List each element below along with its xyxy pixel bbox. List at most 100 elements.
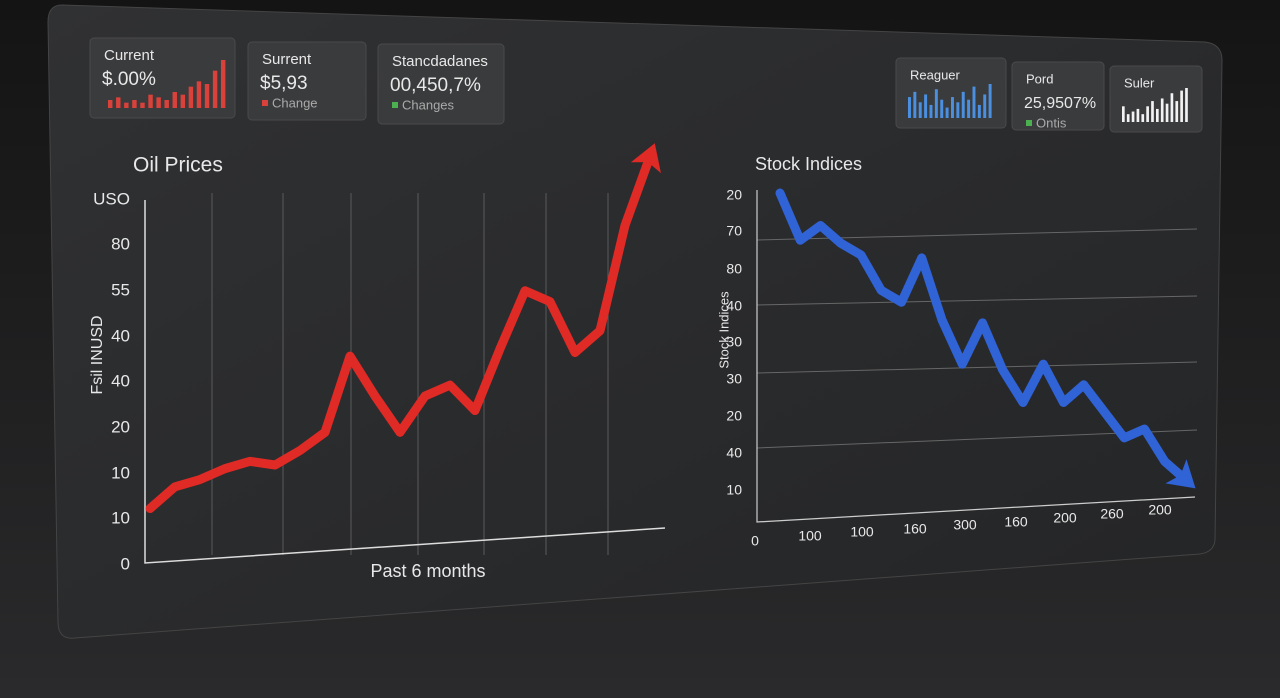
line-series [145, 151, 655, 514]
sparkline-bar [124, 102, 129, 108]
sparkline-bar [977, 104, 981, 118]
sparkline-bar [988, 84, 992, 118]
card-label: Pord [1026, 71, 1053, 86]
card-label: Stancdadanes [392, 53, 488, 70]
y-tick-label: 80 [726, 261, 742, 277]
x-tick-label: 100 [798, 528, 822, 544]
sparkline-bar [1136, 108, 1140, 122]
axis [144, 200, 666, 564]
y-axis-title: Fsil INUSD [89, 315, 106, 394]
sparkline-bar [924, 94, 928, 118]
y-tick-label: 20 [726, 187, 742, 203]
sparkline-bar [180, 94, 186, 108]
sparkline-bar [1151, 101, 1154, 122]
y-tick-label: 40 [726, 445, 742, 461]
sparkline-bar [972, 86, 976, 118]
sparkline-bar [956, 102, 960, 118]
panel [47, 4, 1223, 639]
sparkline-bar [1180, 90, 1183, 122]
sparkline-bar [1156, 108, 1159, 122]
chart-title: Oil Prices [133, 154, 223, 177]
y-tick-label: 30 [726, 334, 742, 350]
sparkline-bar [132, 100, 137, 108]
x-tick-label: 200 [1053, 510, 1077, 526]
card-label: Surrent [262, 51, 312, 68]
y-tick-label: USO [93, 189, 130, 208]
sparkline-bar [1126, 114, 1130, 122]
card-value: $.00% [102, 69, 156, 90]
card-label: Suler [1124, 75, 1155, 90]
sparkline-bar [148, 94, 153, 108]
sparkline-bar [951, 97, 954, 118]
card-value: 25,9507% [1024, 95, 1096, 112]
x-tick-label: 300 [953, 517, 977, 533]
y-tick-label: 55 [111, 280, 130, 299]
sparkline-bar [1146, 106, 1149, 122]
sparkline-bar [212, 70, 218, 108]
arrow-head [1165, 459, 1196, 489]
y-tick-label: 10 [111, 463, 130, 482]
x-axis-title: Past 6 months [370, 561, 485, 581]
card [1011, 61, 1105, 131]
sparkline-bar [929, 104, 933, 118]
y-tick-label: 40 [111, 371, 130, 390]
sparkline-bar [204, 84, 210, 108]
y-tick-label: 30 [726, 371, 742, 387]
x-tick-label: 100 [850, 524, 874, 540]
sparkline-bar [172, 92, 177, 108]
sparkline-bar [913, 91, 917, 118]
axis [756, 190, 1196, 523]
sparkline-bar [116, 97, 121, 108]
sparkline-bar [934, 89, 938, 118]
sparkline-bar [1141, 114, 1145, 122]
sparkline-bar [967, 99, 971, 118]
x-tick-label: 160 [1004, 514, 1028, 530]
sparkline-bar [1131, 111, 1135, 122]
sparkline-bar [945, 107, 949, 118]
x-tick-label: 0 [751, 533, 759, 549]
card-note: Changes [402, 97, 455, 112]
card-note-swatch [262, 100, 268, 106]
sparkline-bar [108, 100, 113, 108]
sparkline-bar [1175, 101, 1179, 122]
sparkline-bar [918, 102, 922, 118]
y-tick-label: 70 [726, 223, 742, 239]
sparkline-bar [940, 99, 944, 118]
grid-line [756, 361, 1198, 374]
sparkline-bar [1122, 106, 1125, 122]
card-value: $5,93 [260, 73, 308, 94]
x-tick-label: 160 [903, 521, 927, 537]
chart-title: Stock Indices [755, 154, 862, 174]
sparkline-bar [188, 86, 194, 108]
sparkline-bar [164, 100, 169, 108]
sparkline-bar [196, 81, 202, 108]
card-note: Change [272, 95, 318, 110]
y-tick-label: 40 [111, 326, 130, 345]
y-tick-label: 10 [726, 482, 742, 498]
x-tick-label: 200 [1148, 502, 1172, 518]
sparkline-bar [1160, 98, 1164, 122]
y-tick-label: 10 [111, 508, 130, 527]
arrow-head [630, 143, 661, 174]
y-tick-label: 40 [726, 298, 742, 314]
y-tick-label: 80 [111, 234, 130, 253]
y-tick-label: 0 [121, 554, 130, 573]
card-value: 00,450,7% [390, 75, 481, 96]
sparkline-bar [140, 102, 145, 108]
grid-line [756, 295, 1198, 306]
sparkline-bar [983, 94, 987, 118]
card [377, 43, 505, 125]
card-note: Ontis [1036, 115, 1067, 130]
card-label: Current [104, 47, 155, 64]
y-tick-label: 20 [726, 408, 742, 424]
line-series [775, 188, 1190, 484]
y-tick-label: 20 [111, 417, 130, 436]
sparkline-bar [1170, 93, 1174, 122]
sparkline-bar [1165, 103, 1169, 122]
sparkline-bar [156, 97, 161, 108]
y-axis-title: Stock Indices [716, 291, 731, 369]
card-note-swatch [1026, 120, 1032, 126]
sparkline-bar [908, 97, 911, 118]
sparkline-bar [1185, 88, 1188, 122]
